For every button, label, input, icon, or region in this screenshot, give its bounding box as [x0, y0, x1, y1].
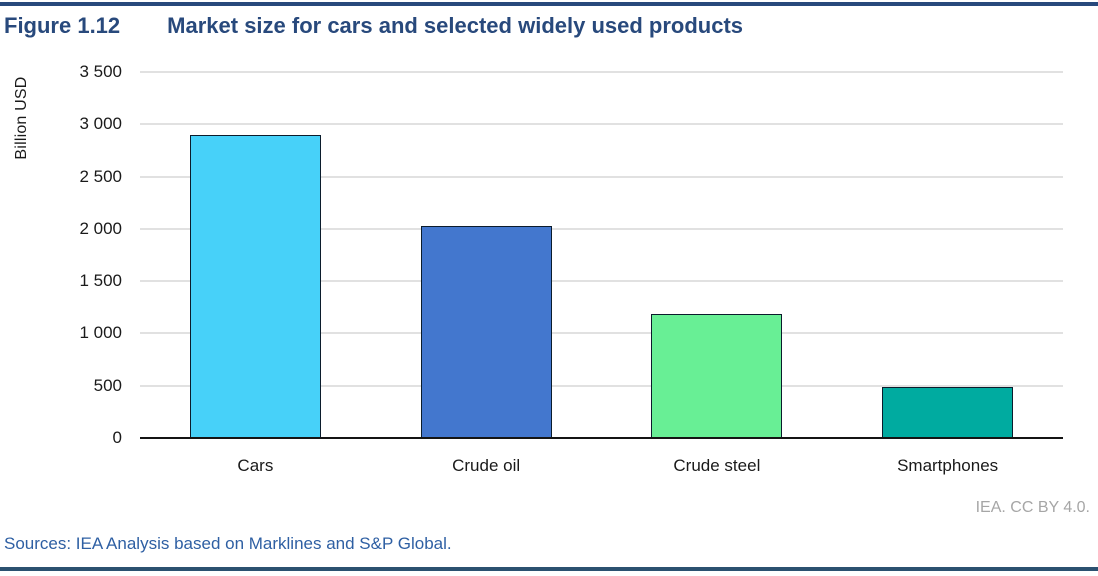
bottom-rule — [0, 567, 1098, 571]
gridline — [140, 384, 1063, 387]
bar-slot-crude-steel — [602, 72, 833, 438]
figure-number: Figure 1.12 — [4, 13, 121, 38]
gridline — [140, 332, 1063, 335]
x-axis-labels: Cars Crude oil Crude steel Smartphones — [140, 455, 1063, 477]
plot-area — [140, 71, 1063, 439]
license-text: IEA. CC BY 4.0. — [975, 499, 1090, 516]
x-axis-line — [140, 436, 1063, 439]
bar-smartphones — [882, 386, 1014, 438]
bars-container — [140, 72, 1063, 438]
gridline — [140, 71, 1063, 73]
x-label-crude-oil: Crude oil — [452, 456, 521, 475]
y-tick-label: 3 000 — [79, 114, 122, 134]
y-tick-label: 2 500 — [79, 166, 122, 186]
bar-crude-oil — [420, 225, 552, 438]
bar-cars — [189, 134, 321, 438]
bar-slot-smartphones — [832, 72, 1063, 438]
y-tick-label: 500 — [93, 375, 122, 395]
figure-title: Market size for cars and selected widely… — [167, 13, 744, 38]
y-tick-label: 2 000 — [79, 218, 122, 238]
y-tick-label: 1 500 — [79, 271, 122, 291]
y-axis-tick-labels: 0 500 1 000 1 500 2 000 2 500 3 000 3 500 — [0, 62, 122, 447]
sources-text: Sources: IEA Analysis based on Marklines… — [4, 534, 452, 553]
y-tick-label: 0 — [112, 428, 122, 447]
gridline — [140, 123, 1063, 126]
gridline — [140, 280, 1063, 283]
top-rule — [0, 2, 1098, 6]
x-label-cars: Cars — [237, 456, 274, 475]
x-label-smartphones: Smartphones — [897, 456, 999, 475]
gridline — [140, 175, 1063, 178]
bar-crude-steel — [651, 313, 783, 438]
y-tick-label: 1 000 — [79, 323, 122, 343]
x-label-crude-steel: Crude steel — [673, 456, 761, 475]
bar-slot-crude-oil — [371, 72, 602, 438]
y-tick-label: 3 500 — [79, 62, 122, 81]
figure-title-row: Figure 1.12 Market size for cars and sel… — [4, 11, 743, 40]
gridline — [140, 227, 1063, 230]
bar-slot-cars — [140, 72, 371, 438]
